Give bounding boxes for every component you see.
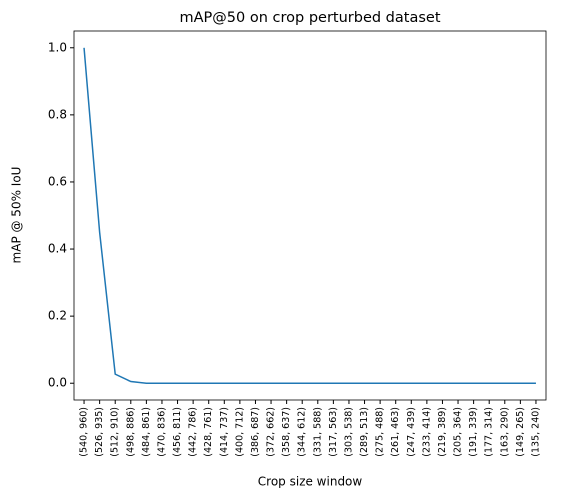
x-tick-label: (400, 712) [234, 407, 245, 457]
x-tick-label: (205, 364) [453, 407, 464, 457]
x-tick-label: (344, 612) [297, 407, 308, 457]
x-tick-label: (261, 463) [390, 407, 401, 457]
x-tick-label: (372, 662) [266, 407, 277, 457]
x-tick-label: (219, 389) [437, 407, 448, 457]
plot-frame [73, 30, 547, 401]
x-tick-label: (289, 513) [359, 407, 370, 457]
x-tick-label: (386, 687) [250, 407, 261, 457]
x-tick-label: (456, 811) [172, 407, 183, 457]
x-tick-label: (303, 538) [343, 407, 354, 457]
y-tick-label: 0.2 [48, 309, 67, 323]
x-tick-label: (442, 786) [188, 407, 199, 457]
x-tick-label: (428, 761) [203, 407, 214, 457]
x-tick-label: (512, 910) [110, 407, 121, 457]
y-tick-label: 0.6 [48, 174, 67, 188]
x-tick-label: (358, 637) [281, 407, 292, 457]
x-tick-label: (317, 563) [328, 407, 339, 457]
line [83, 47, 536, 384]
x-tick-label: (163, 290) [499, 407, 510, 457]
x-tick-label: (331, 588) [312, 407, 323, 457]
y-tick-label: 0.0 [48, 376, 67, 390]
y-tick-label: 1.0 [48, 40, 67, 54]
x-tick-label: (191, 339) [468, 407, 479, 457]
x-tick-label: (498, 886) [125, 407, 136, 457]
x-tick-label: (233, 414) [421, 407, 432, 457]
y-tick-label: 0.8 [48, 107, 67, 121]
chart-title: mAP@50 on crop perturbed dataset [180, 10, 441, 26]
x-tick-label: (540, 960) [79, 407, 90, 457]
y-tick-label: 0.4 [48, 242, 67, 256]
x-tick-label: (177, 314) [484, 407, 495, 457]
x-tick-label: (247, 439) [406, 407, 417, 457]
x-tick-label: (149, 265) [515, 407, 526, 457]
x-tick-label: (414, 737) [219, 407, 230, 457]
x-tick-label: (470, 836) [156, 407, 167, 457]
x-tick-label: (275, 488) [375, 407, 386, 457]
x-axis-label: Crop size window [258, 475, 363, 489]
x-tick-label: (135, 240) [530, 407, 541, 457]
x-tick-label: (526, 935) [94, 407, 105, 457]
x-tick-label: (484, 861) [141, 407, 152, 457]
y-axis-label: mAP @ 50% IoU [10, 167, 24, 264]
